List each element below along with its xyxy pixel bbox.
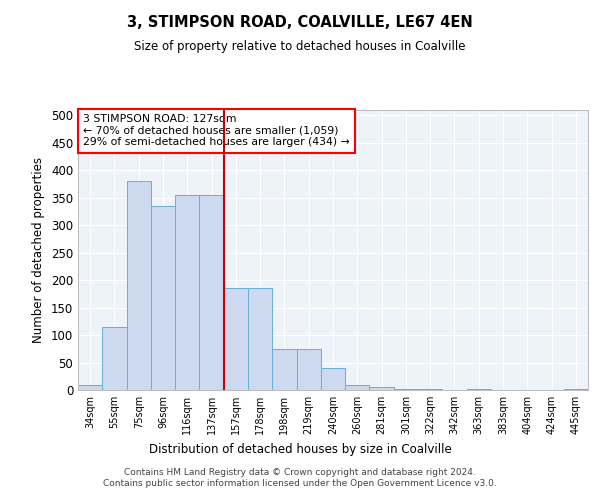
Bar [151, 206, 175, 390]
Bar [345, 384, 370, 390]
Text: Contains HM Land Registry data © Crown copyright and database right 2024.
Contai: Contains HM Land Registry data © Crown c… [103, 468, 497, 487]
Bar [296, 349, 321, 390]
Text: 3, STIMPSON ROAD, COALVILLE, LE67 4EN: 3, STIMPSON ROAD, COALVILLE, LE67 4EN [127, 15, 473, 30]
Text: 3 STIMPSON ROAD: 127sqm
← 70% of detached houses are smaller (1,059)
29% of semi: 3 STIMPSON ROAD: 127sqm ← 70% of detache… [83, 114, 350, 148]
Bar [321, 368, 345, 390]
Text: Size of property relative to detached houses in Coalville: Size of property relative to detached ho… [134, 40, 466, 53]
Bar [224, 288, 248, 390]
Bar [102, 327, 127, 390]
Bar [199, 195, 224, 390]
Y-axis label: Number of detached properties: Number of detached properties [32, 157, 46, 343]
Text: Distribution of detached houses by size in Coalville: Distribution of detached houses by size … [149, 442, 451, 456]
Bar [370, 388, 394, 390]
Bar [394, 389, 418, 390]
Bar [248, 288, 272, 390]
Bar [78, 384, 102, 390]
Bar [272, 349, 296, 390]
Bar [175, 195, 199, 390]
Bar [127, 182, 151, 390]
